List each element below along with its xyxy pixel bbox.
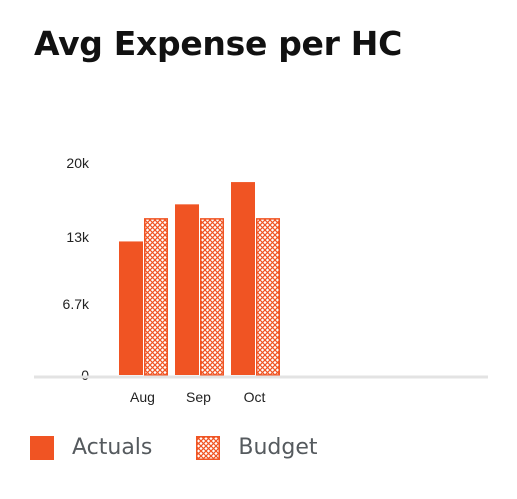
legend-swatch-actuals	[30, 435, 54, 460]
x-axis-labels: Aug Sep Oct	[130, 389, 265, 405]
y-tick-label: 13k	[66, 229, 90, 245]
x-tick-label: Oct	[244, 389, 266, 405]
y-tick-label: 20k	[66, 155, 90, 171]
bar-chart: 0 6.7k 13k 20k Aug Sep Oct	[34, 155, 488, 405]
bar-actuals-oct[interactable]	[231, 182, 255, 375]
y-tick-label: 0	[81, 367, 89, 383]
y-tick-label: 6.7k	[63, 296, 90, 312]
bar-budget-sep[interactable]	[200, 218, 224, 376]
bar-actuals-aug[interactable]	[119, 241, 143, 375]
legend-item-actuals[interactable]: Actuals	[30, 435, 152, 460]
x-tick-label: Aug	[130, 389, 155, 405]
bar-budget-oct[interactable]	[256, 218, 280, 376]
legend-label-budget: Budget	[238, 435, 318, 460]
legend-label-actuals: Actuals	[72, 435, 153, 460]
x-tick-label: Sep	[186, 389, 211, 405]
legend: Actuals Budget	[30, 435, 362, 460]
y-axis-ticks: 0 6.7k 13k 20k	[63, 155, 90, 383]
bar-budget-aug[interactable]	[144, 218, 168, 376]
bars-group	[119, 182, 280, 376]
legend-swatch-budget	[196, 435, 221, 460]
bar-actuals-sep[interactable]	[175, 204, 199, 375]
legend-item-budget[interactable]: Budget	[196, 435, 318, 460]
chart-title: Avg Expense per HC	[34, 24, 403, 63]
